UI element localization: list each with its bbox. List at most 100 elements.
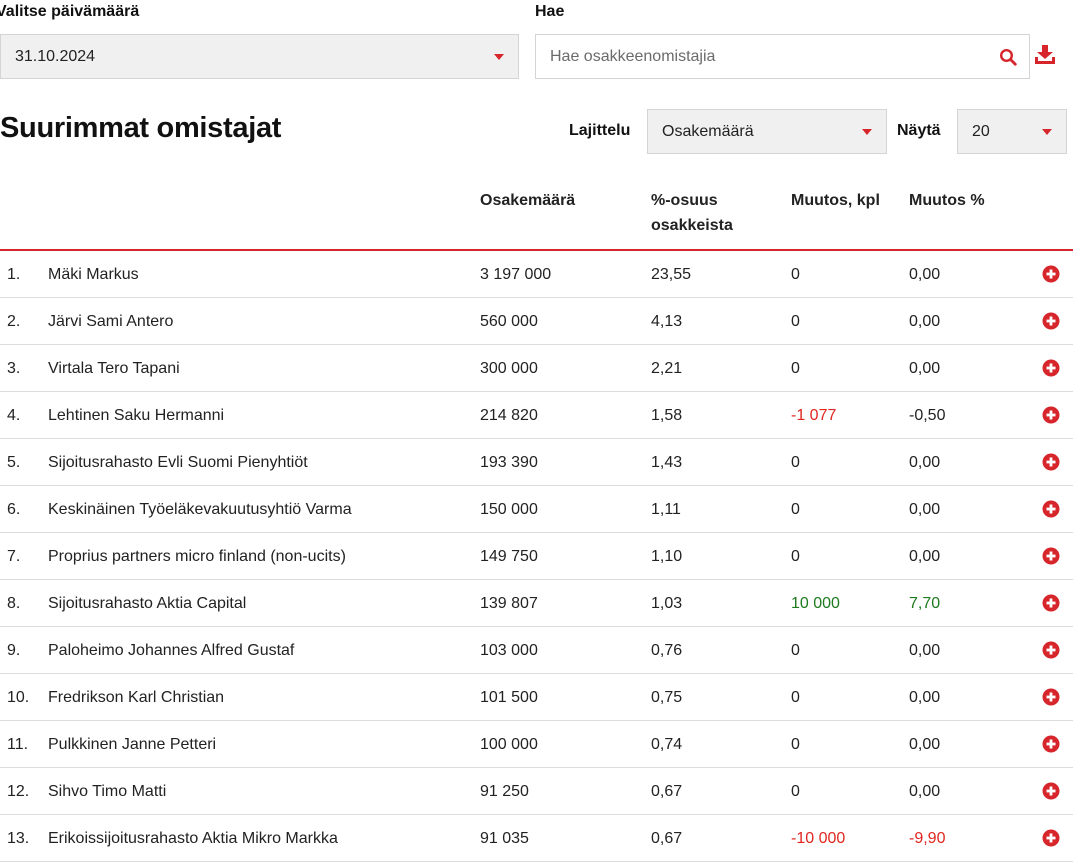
row-change-pct: 0,00	[909, 689, 941, 706]
row-shares: 139 807	[480, 595, 538, 612]
row-change: 0	[791, 360, 800, 377]
sort-label: Lajittelu	[569, 122, 631, 139]
row-shares: 103 000	[480, 642, 538, 659]
table-row[interactable]: 5. Sijoitusrahasto Evli Suomi Pienyhtiöt 1…	[0, 439, 1073, 486]
table-row[interactable]: 4. Lehtinen Saku Hermanni 214 820 1,58 -1 07…	[0, 392, 1073, 439]
plus-circle-icon[interactable]	[1042, 500, 1060, 518]
row-change: 0	[791, 783, 800, 800]
row-rank: 2.	[7, 313, 21, 330]
search-icon[interactable]	[999, 48, 1017, 66]
row-pct: 0,75	[651, 689, 683, 706]
table-row[interactable]: 8. Sijoitusrahasto Aktia Capital 139 807 1,…	[0, 580, 1073, 627]
plus-circle-icon[interactable]	[1042, 453, 1060, 471]
row-rank: 1.	[7, 266, 21, 283]
row-change: 0	[791, 689, 800, 706]
table-row[interactable]: 1. Mäki Markus 3 197 000 23,55 0 0,00	[0, 251, 1073, 298]
row-change-pct: 0,00	[909, 313, 941, 330]
row-rank: 13.	[7, 830, 30, 847]
table-header-divider	[0, 249, 1073, 251]
table-row[interactable]: 9. Paloheimo Johannes Alfred Gustaf 103 00…	[0, 627, 1073, 674]
table-row[interactable]: 13. Erikoissijoitusrahasto Aktia Mikro Ma…	[0, 815, 1073, 862]
row-change-pct: 0,00	[909, 642, 941, 659]
table-row[interactable]: 10. Fredrikson Karl Christian 101 500 0,75 0…	[0, 674, 1073, 721]
row-change-pct: 0,00	[909, 548, 941, 565]
row-shares: 560 000	[480, 313, 538, 330]
row-pct: 1,58	[651, 407, 683, 424]
plus-circle-icon[interactable]	[1042, 829, 1060, 847]
table-row[interactable]: 2. Järvi Sami Antero 560 000 4,13 0 0,00	[0, 298, 1073, 345]
row-pct: 1,03	[651, 595, 683, 612]
row-change-pct: 0,00	[909, 783, 941, 800]
row-change: -10 000	[791, 830, 846, 847]
sort-select[interactable]: Osakemäärä	[647, 109, 887, 154]
row-owner-name: Sijoitusrahasto Aktia Capital	[48, 595, 247, 612]
caret-down-icon	[862, 128, 872, 135]
row-pct: 4,13	[651, 313, 683, 330]
row-owner-name: Paloheimo Johannes Alfred Gustaf	[48, 642, 295, 659]
show-count-value: 20	[972, 122, 990, 140]
header-shares[interactable]: Osakemäärä	[480, 192, 576, 209]
plus-circle-icon[interactable]	[1042, 782, 1060, 800]
row-change-pct: 0,00	[909, 736, 941, 753]
table-row[interactable]: 7. Proprius partners micro finland (non-u…	[0, 533, 1073, 580]
date-label: Valitse päivämäärä	[0, 3, 140, 20]
plus-circle-icon[interactable]	[1042, 735, 1060, 753]
plus-circle-icon[interactable]	[1042, 641, 1060, 659]
row-pct: 23,55	[651, 266, 692, 283]
row-owner-name: Keskinäinen Työeläkevakuutusyhtiö Varma	[48, 501, 352, 518]
row-change: 0	[791, 736, 800, 753]
header-change[interactable]: Muutos, kpl	[791, 192, 880, 209]
plus-circle-icon[interactable]	[1042, 312, 1060, 330]
row-change: 0	[791, 266, 800, 283]
row-pct: 0,67	[651, 830, 683, 847]
row-pct: 2,21	[651, 360, 683, 377]
show-count-select[interactable]: 20	[957, 109, 1067, 154]
caret-down-icon	[1042, 128, 1052, 135]
plus-circle-icon[interactable]	[1042, 688, 1060, 706]
row-owner-name: Proprius partners micro finland (non-uci…	[48, 548, 346, 565]
row-owner-name: Erikoissijoitusrahasto Aktia Mikro Markk…	[48, 830, 338, 847]
row-owner-name: Pulkkinen Janne Petteri	[48, 736, 217, 753]
row-owner-name: Sijoitusrahasto Evli Suomi Pienyhtiöt	[48, 454, 308, 471]
header-change-pct[interactable]: Muutos %	[909, 192, 985, 209]
plus-circle-icon[interactable]	[1042, 594, 1060, 612]
table-row[interactable]: 3. Virtala Tero Tapani 300 000 2,21 0 0,00	[0, 345, 1073, 392]
row-change-pct: 0,00	[909, 501, 941, 518]
date-select-value: 31.10.2024	[15, 47, 96, 65]
row-pct: 0,74	[651, 736, 683, 753]
row-shares: 214 820	[480, 407, 538, 424]
row-rank: 9.	[7, 642, 21, 659]
header-pct[interactable]: %-osuus osakkeista	[651, 188, 733, 238]
row-shares: 3 197 000	[480, 266, 552, 283]
plus-circle-icon[interactable]	[1042, 359, 1060, 377]
row-change-pct: 0,00	[909, 454, 941, 471]
row-rank: 11.	[7, 736, 29, 753]
caret-down-icon	[494, 53, 504, 60]
row-change: 0	[791, 454, 800, 471]
row-rank: 12.	[7, 783, 30, 800]
show-label: Näytä	[897, 122, 941, 139]
plus-circle-icon[interactable]	[1042, 265, 1060, 283]
search-input[interactable]	[550, 35, 970, 78]
row-shares: 91 250	[480, 783, 529, 800]
page-title: Suurimmat omistajat	[0, 112, 282, 144]
row-rank: 3.	[7, 360, 21, 377]
row-pct: 1,10	[651, 548, 683, 565]
row-change-pct: 0,00	[909, 360, 941, 377]
table-row[interactable]: 6. Keskinäinen Työeläkevakuutusyhtiö Varm…	[0, 486, 1073, 533]
table-row[interactable]: 11. Pulkkinen Janne Petteri 100 000 0,74 0 0,…	[0, 721, 1073, 768]
download-icon[interactable]	[1034, 45, 1056, 65]
plus-circle-icon[interactable]	[1042, 406, 1060, 424]
plus-circle-icon[interactable]	[1042, 547, 1060, 565]
row-shares: 193 390	[480, 454, 538, 471]
row-shares: 91 035	[480, 830, 529, 847]
date-select[interactable]: 31.10.2024	[0, 34, 519, 79]
row-pct: 0,67	[651, 783, 683, 800]
row-rank: 5.	[7, 454, 21, 471]
row-pct: 0,76	[651, 642, 683, 659]
row-rank: 4.	[7, 407, 21, 424]
table-row[interactable]: 12. Sihvo Timo Matti 91 250 0,67 0 0,00	[0, 768, 1073, 815]
row-shares: 149 750	[480, 548, 538, 565]
row-owner-name: Lehtinen Saku Hermanni	[48, 407, 225, 424]
row-change: 0	[791, 642, 800, 659]
